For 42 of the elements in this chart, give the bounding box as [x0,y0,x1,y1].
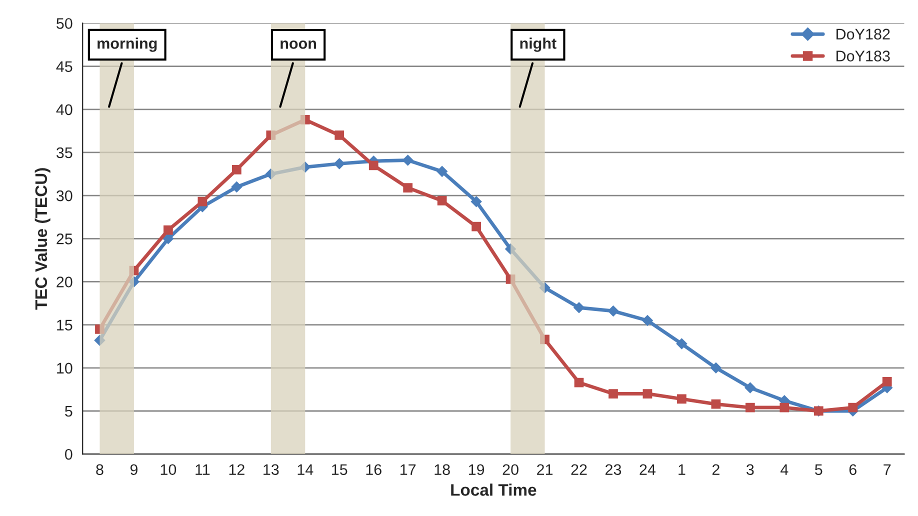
x-tick-label: 13 [264,464,279,476]
y-tick-label: 30 [56,190,72,202]
y-tick-label: 45 [56,61,72,72]
x-tick-label: 1 [678,464,686,475]
x-tick-label: 22 [571,464,587,475]
x-tick-label: 11 [196,464,210,475]
y-tick-label: 20 [56,276,72,288]
band-label: night [520,38,556,52]
y-tick-label: 40 [56,104,72,116]
x-tick-label: 12 [229,464,244,475]
x-tick-label: 6 [849,464,856,476]
x-tick-label: 3 [746,464,754,476]
x-tick-label: 24 [640,464,656,475]
x-tick-label: 19 [468,464,484,476]
x-tick-label: 5 [815,464,822,476]
x-tick-label: 2 [712,464,720,475]
y-tick-label: 0 [65,448,72,460]
y-axis-title: TEC Value (TECU) [34,168,50,310]
y-tick-label: 10 [57,362,72,374]
y-tick-label: 5 [65,406,72,417]
y-tick-label: 15 [57,320,72,331]
x-axis-title: Local Time [451,484,536,496]
x-tick-label: 20 [502,464,518,476]
x-tick-label: 10 [160,464,176,476]
legend-label: DoY182 [836,28,890,40]
x-tick-label: 18 [434,464,450,476]
x-tick-label: 8 [96,464,104,476]
x-tick-label: 17 [400,464,416,475]
x-tick-label: 9 [130,464,138,476]
x-tick-label: 7 [884,464,891,475]
x-tick-label: 21 [537,464,553,475]
y-tick-label: 25 [56,234,72,244]
x-tick-label: 15 [332,464,348,476]
legend-label: DoY183 [836,50,890,62]
x-tick-label: 16 [366,464,382,476]
x-tick-label: 23 [606,464,622,476]
x-tick-label: 4 [780,464,788,475]
y-tick-label: 50 [56,18,72,29]
y-tick-label: 35 [56,147,72,158]
band-label: morning [98,38,157,52]
band-label: noon [280,40,316,49]
x-tick-label: 14 [298,464,314,475]
